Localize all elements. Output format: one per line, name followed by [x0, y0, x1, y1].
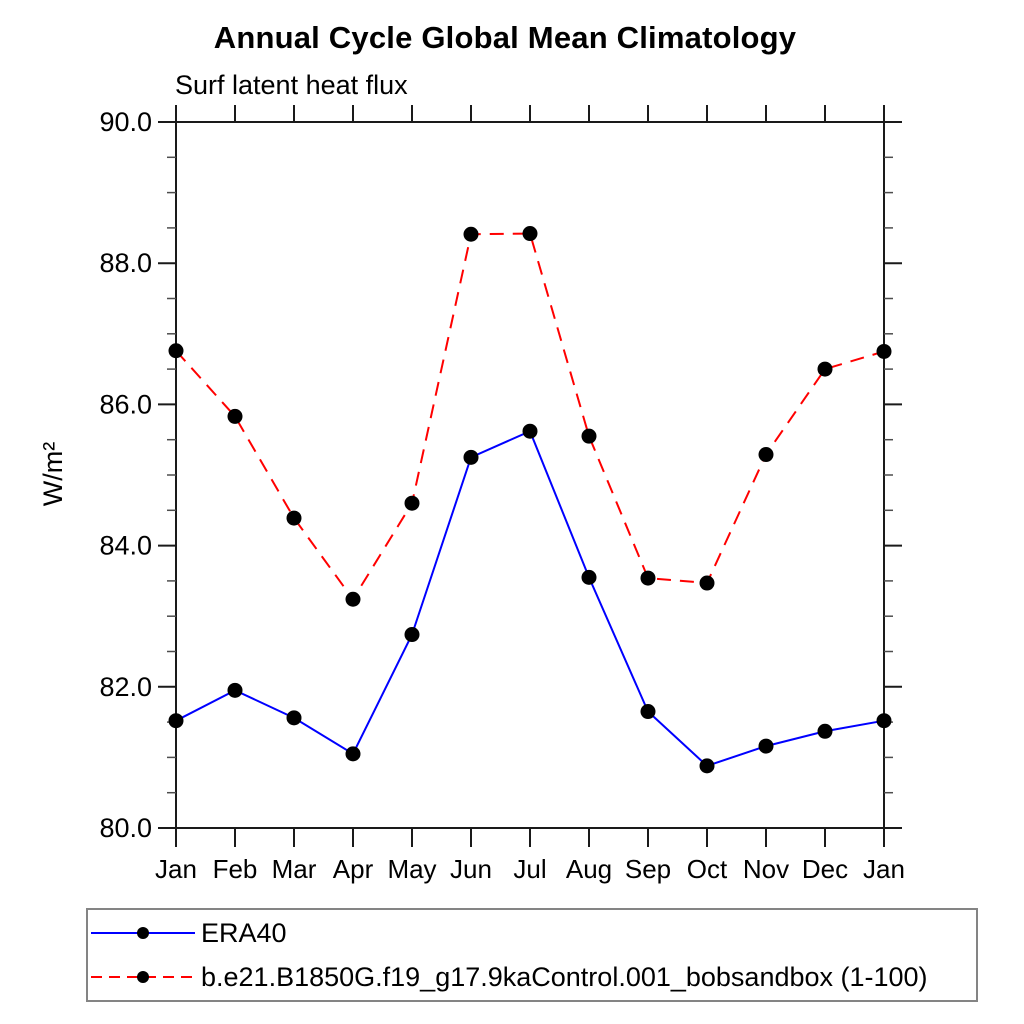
series-model [168, 226, 892, 607]
svg-text:88.0: 88.0 [99, 248, 152, 278]
data-point-marker [640, 570, 656, 586]
y-minor-ticks [167, 156, 893, 794]
data-point-marker [227, 682, 243, 698]
legend-line-sample-model [91, 971, 195, 983]
data-point-marker [404, 495, 420, 511]
svg-text:80.0: 80.0 [99, 813, 152, 843]
svg-text:Apr: Apr [333, 854, 374, 884]
svg-text:Nov: Nov [743, 854, 789, 884]
series-era40 [168, 423, 892, 774]
data-point-marker [522, 423, 538, 439]
y-axis-label: W/m² [38, 442, 68, 506]
x-ticks [175, 105, 885, 847]
data-point-marker [817, 723, 833, 739]
legend-line-sample-era40 [91, 927, 195, 939]
data-point-marker [404, 627, 420, 643]
svg-text:Sep: Sep [625, 854, 671, 884]
data-point-marker [227, 408, 243, 424]
legend-label-era40: ERA40 [201, 917, 287, 948]
data-point-marker [699, 575, 715, 591]
data-point-marker [876, 343, 892, 359]
svg-text:Jan: Jan [863, 854, 905, 884]
chart-subtitle: Surf latent heat flux [175, 70, 408, 100]
data-point-marker [168, 343, 184, 359]
legend-item-era40: ERA40 [88, 913, 976, 953]
svg-text:Feb: Feb [213, 854, 258, 884]
data-point-marker [581, 428, 597, 444]
legend-label-model: b.e21.B1850G.f19_g17.9kaControl.001_bobs… [201, 961, 928, 992]
legend: ERA40 b.e21.B1850G.f19_g17.9kaControl.00… [86, 908, 978, 1002]
data-point-marker [640, 704, 656, 720]
data-point-marker [463, 449, 479, 465]
data-point-marker [817, 361, 833, 377]
data-point-marker [463, 226, 479, 242]
data-point-marker [345, 746, 361, 762]
svg-text:Jan: Jan [155, 854, 197, 884]
svg-text:May: May [387, 854, 436, 884]
data-point-marker [758, 738, 774, 754]
data-point-marker [699, 758, 715, 774]
data-point-marker [758, 447, 774, 463]
data-point-marker [522, 226, 538, 242]
svg-text:86.0: 86.0 [99, 389, 152, 419]
data-point-marker [286, 710, 302, 726]
svg-text:90.0: 90.0 [99, 107, 152, 137]
y-tick-labels: 80.0 82.0 84.0 86.0 88.0 90.0 [99, 107, 152, 843]
x-tick-labels: Jan Feb Mar Apr May Jun Jul Aug Sep Oct Nov Dec Jan [155, 854, 905, 884]
svg-text:Jun: Jun [450, 854, 492, 884]
data-point-marker [876, 713, 892, 729]
svg-text:Dec: Dec [802, 854, 848, 884]
y-major-ticks [158, 121, 902, 829]
svg-text:Mar: Mar [272, 854, 317, 884]
data-point-marker [168, 713, 184, 729]
svg-text:Jul: Jul [513, 854, 546, 884]
data-point-marker [345, 591, 361, 607]
legend-item-model: b.e21.B1850G.f19_g17.9kaControl.001_bobs… [88, 957, 976, 997]
data-point-marker [286, 510, 302, 526]
svg-text:84.0: 84.0 [99, 531, 152, 561]
svg-text:82.0: 82.0 [99, 672, 152, 702]
chart-title: Annual Cycle Global Mean Climatology [213, 20, 797, 55]
data-point-marker [581, 569, 597, 585]
svg-text:Oct: Oct [687, 854, 728, 884]
svg-text:Aug: Aug [566, 854, 612, 884]
